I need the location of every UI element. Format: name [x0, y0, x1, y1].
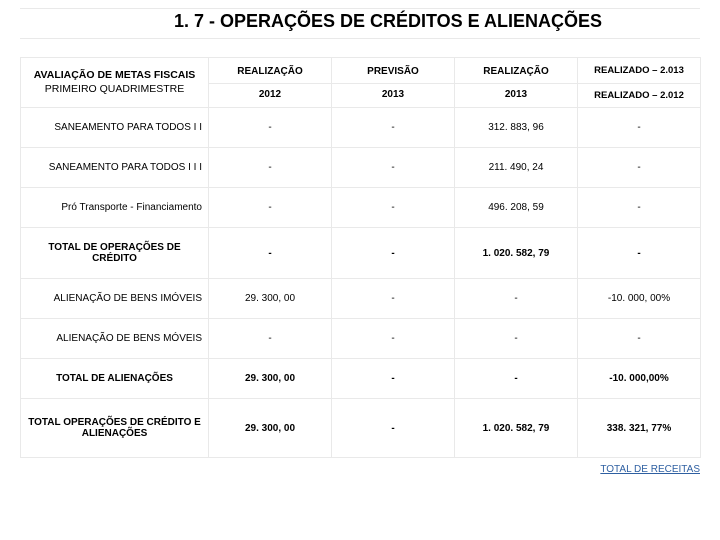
- cell-v3: 1. 020. 582, 79: [455, 228, 578, 279]
- cell-v3: 496. 208, 59: [455, 188, 578, 228]
- cell-v1: -: [209, 108, 332, 148]
- cell-v4: -10. 000, 00%: [578, 279, 701, 319]
- cell-v1: -: [209, 148, 332, 188]
- table-row: Pró Transporte - Financiamento--496. 208…: [21, 188, 701, 228]
- data-table: AVALIAÇÃO DE METAS FISCAIS PRIMEIRO QUAD…: [20, 57, 701, 458]
- cell-v2: -: [332, 359, 455, 399]
- cell-v3: 312. 883, 96: [455, 108, 578, 148]
- cell-v3: 1. 020. 582, 79: [455, 399, 578, 458]
- row-label: SANEAMENTO PARA TODOS I I I: [21, 148, 209, 188]
- cell-v2: -: [332, 399, 455, 458]
- header-col3-bot: 2013: [455, 84, 578, 108]
- header-col2-bot: 2013: [332, 84, 455, 108]
- cell-v4: -: [578, 319, 701, 359]
- cell-v1: -: [209, 319, 332, 359]
- cell-v2: -: [332, 148, 455, 188]
- table-row: TOTAL DE OPERAÇÕES DE CRÉDITO--1. 020. 5…: [21, 228, 701, 279]
- header-col1-top: REALIZAÇÃO: [209, 58, 332, 84]
- page-title: 1. 7 - OPERAÇÕES DE CRÉDITOS E ALIENAÇÕE…: [114, 11, 606, 32]
- cell-v2: -: [332, 319, 455, 359]
- row-label: SANEAMENTO PARA TODOS I I: [21, 108, 209, 148]
- cell-v1: -: [209, 188, 332, 228]
- header-col3-top: REALIZAÇÃO: [455, 58, 578, 84]
- header-left-line1: AVALIAÇÃO DE METAS FISCAIS: [25, 69, 204, 83]
- header-col1-bot: 2012: [209, 84, 332, 108]
- table-row: TOTAL OPERAÇÕES DE CRÉDITO E ALIENAÇÕES2…: [21, 399, 701, 458]
- row-label: TOTAL DE OPERAÇÕES DE CRÉDITO: [21, 228, 209, 279]
- cell-v1: 29. 300, 00: [209, 399, 332, 458]
- row-label: ALIENAÇÃO DE BENS MÓVEIS: [21, 319, 209, 359]
- header-left: AVALIAÇÃO DE METAS FISCAIS PRIMEIRO QUAD…: [21, 58, 209, 108]
- cell-v4: 338. 321, 77%: [578, 399, 701, 458]
- cell-v4: -: [578, 228, 701, 279]
- cell-v3: -: [455, 359, 578, 399]
- cell-v2: -: [332, 279, 455, 319]
- row-label: TOTAL OPERAÇÕES DE CRÉDITO E ALIENAÇÕES: [21, 399, 209, 458]
- cell-v2: -: [332, 108, 455, 148]
- cell-v2: -: [332, 228, 455, 279]
- cell-v4: -10. 000,00%: [578, 359, 701, 399]
- header-left-line2: PRIMEIRO QUADRIMESTRE: [25, 83, 204, 97]
- cell-v1: 29. 300, 00: [209, 359, 332, 399]
- cell-v4: -: [578, 188, 701, 228]
- cell-v1: 29. 300, 00: [209, 279, 332, 319]
- table-row: TOTAL DE ALIENAÇÕES29. 300, 00---10. 000…: [21, 359, 701, 399]
- footer-link[interactable]: TOTAL DE RECEITAS: [20, 464, 700, 475]
- header-col4-top: REALIZADO – 2.013: [578, 58, 701, 84]
- table-row: ALIENAÇÃO DE BENS IMÓVEIS29. 300, 00---1…: [21, 279, 701, 319]
- cell-v3: -: [455, 279, 578, 319]
- cell-v3: -: [455, 319, 578, 359]
- table-row: SANEAMENTO PARA TODOS I I--312. 883, 96-: [21, 108, 701, 148]
- table-row: ALIENAÇÃO DE BENS MÓVEIS----: [21, 319, 701, 359]
- title-container: 1. 7 - OPERAÇÕES DE CRÉDITOS E ALIENAÇÕE…: [20, 8, 700, 39]
- table-row: SANEAMENTO PARA TODOS I I I--211. 490, 2…: [21, 148, 701, 188]
- cell-v4: -: [578, 108, 701, 148]
- cell-v1: -: [209, 228, 332, 279]
- row-label: Pró Transporte - Financiamento: [21, 188, 209, 228]
- cell-v3: 211. 490, 24: [455, 148, 578, 188]
- header-col2-top: PREVISÃO: [332, 58, 455, 84]
- cell-v2: -: [332, 188, 455, 228]
- row-label: TOTAL DE ALIENAÇÕES: [21, 359, 209, 399]
- header-col4-bot: REALIZADO – 2.012: [578, 84, 701, 108]
- cell-v4: -: [578, 148, 701, 188]
- row-label: ALIENAÇÃO DE BENS IMÓVEIS: [21, 279, 209, 319]
